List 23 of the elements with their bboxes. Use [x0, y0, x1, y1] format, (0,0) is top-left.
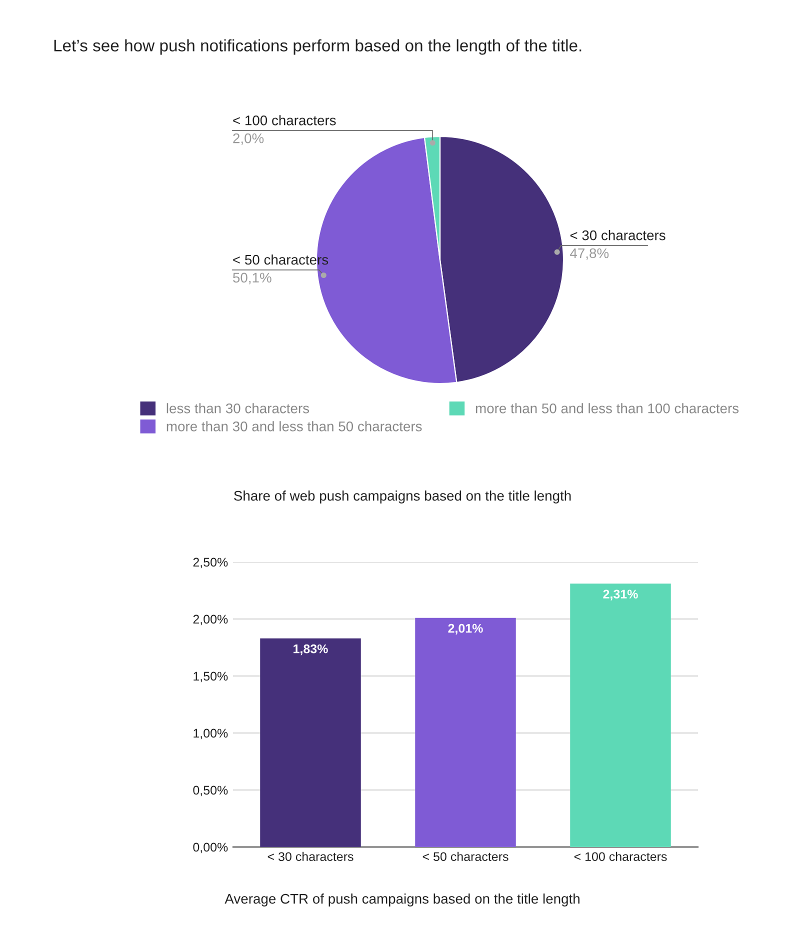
data-label: 2,31%: [603, 590, 638, 600]
text: Average CTR of push campaigns based on the title length: [224, 894, 580, 906]
y-tick-label: 0,50%: [193, 786, 228, 796]
y-tick-label: 2,00%: [193, 614, 228, 626]
bar: [570, 584, 671, 847]
y-tick-label: 1,50%: [194, 672, 228, 682]
y-tick-label: 1,00%: [194, 728, 228, 740]
legend-label: less than 30 characters: [166, 403, 310, 414]
data-label: 2,01%: [448, 624, 483, 635]
x-tick-label: < 100 characters: [574, 852, 667, 862]
data-label: < 30 characters 47,8%: [570, 230, 666, 260]
y-tick-label: 2,50%: [193, 558, 228, 568]
bar: [415, 618, 516, 847]
text: Let’s see how push notifications perform based on the length of the title.: [54, 39, 582, 55]
data-label: < 100 characters 2,0%: [233, 115, 336, 145]
y-tick-label: 0,00%: [193, 842, 228, 854]
legend-label: more than 30 and less than 50 characters: [166, 421, 422, 432]
bar: [260, 638, 361, 847]
x-tick-label: < 50 characters: [422, 852, 508, 862]
x-tick-label: < 30 characters: [268, 852, 354, 862]
legend-label: more than 50 and less than 100 characters: [476, 403, 739, 414]
data-label: 1,83%: [294, 644, 328, 656]
text: Share of web push campaigns based on the title length: [234, 490, 571, 504]
